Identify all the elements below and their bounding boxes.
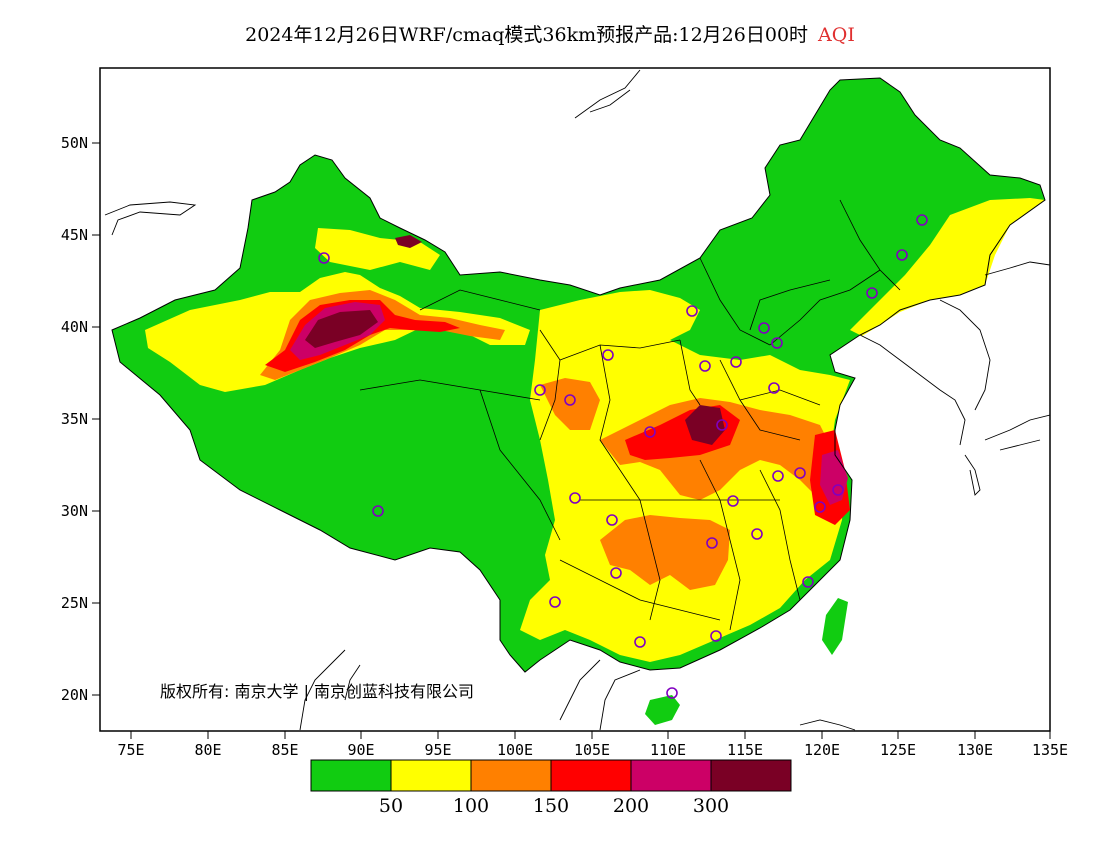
taiwan-island (822, 598, 848, 655)
station-marker (814, 501, 826, 513)
x-tick-label: 135E (1032, 741, 1068, 759)
hainan-island (645, 695, 680, 725)
y-tick-label: 30N (61, 502, 88, 520)
orange-zone-shaanxi (540, 378, 600, 430)
y-axis: 50N 45N 40N 35N 30N 25N 20N (61, 134, 100, 704)
colorbar-label: 200 (613, 795, 649, 817)
x-tick-label: 75E (117, 741, 144, 759)
copyright-text: 版权所有: 南京大学 | 南京创蓝科技有限公司 (160, 682, 474, 701)
station-marker (549, 596, 561, 608)
maroon-zone-tarim (305, 310, 378, 348)
orange-zone-central (600, 398, 840, 500)
y-tick-label: 45N (61, 226, 88, 244)
station-marker (916, 214, 928, 226)
colorbar-swatch (471, 760, 551, 791)
map-frame (99, 67, 1051, 732)
station-marker (751, 528, 763, 540)
map-layer: 版权所有: 南京大学 | 南京创蓝科技有限公司 (104, 69, 1050, 731)
station-marker (569, 492, 581, 504)
station-marker (534, 384, 546, 396)
orange-zone-hunan (600, 515, 730, 590)
station-marker (727, 495, 739, 507)
x-tick-label: 115E (727, 741, 763, 759)
map-title: 2024年12月26日WRF/cmaq模式36km预报产品:12月26日00时 A… (0, 20, 1100, 47)
station-marker (768, 382, 780, 394)
colorbar-swatch (311, 760, 391, 791)
station-marker (644, 426, 656, 438)
station-marker (564, 394, 576, 406)
station-marker (602, 349, 614, 361)
x-tick-label: 130E (957, 741, 993, 759)
station-marker (666, 687, 678, 699)
station-marker (896, 249, 908, 261)
x-tick-label: 110E (650, 741, 686, 759)
station-markers (318, 214, 928, 699)
x-tick-label: 80E (194, 741, 221, 759)
colorbar-swatch (391, 760, 471, 791)
china-border (111, 77, 1046, 673)
x-tick-label: 90E (347, 741, 374, 759)
y-tick-label: 50N (61, 134, 88, 152)
colorbar-swatch (711, 760, 791, 791)
station-marker (794, 467, 806, 479)
colorbar-label: 300 (693, 795, 729, 817)
station-marker (802, 576, 814, 588)
station-marker (758, 322, 770, 334)
title-text: 2024年12月26日WRF/cmaq模式36km预报产品:12月26日00时 (245, 24, 809, 46)
title-variable: AQI (818, 24, 855, 46)
station-marker (832, 484, 844, 496)
colorbar-label: 50 (379, 795, 403, 817)
station-marker (372, 505, 384, 517)
neighbor-coastlines (104, 69, 1050, 731)
y-tick-label: 20N (61, 686, 88, 704)
station-marker (706, 537, 718, 549)
station-marker (634, 636, 646, 648)
colorbar-swatch (551, 760, 631, 791)
x-tick-label: 95E (424, 741, 451, 759)
station-marker (866, 287, 878, 299)
station-marker (716, 419, 728, 431)
x-tick-label: 85E (271, 741, 298, 759)
x-tick-label: 125E (880, 741, 916, 759)
yellow-zone-northeast (850, 198, 1045, 336)
province-boundaries (359, 199, 901, 631)
maroon-zone-north (395, 235, 422, 248)
x-axis: 75E 80E 85E 90E 95E 100E 105E 110E 115E … (117, 731, 1068, 759)
station-marker (610, 567, 622, 579)
x-tick-label: 100E (497, 741, 533, 759)
station-marker (772, 470, 784, 482)
station-marker (686, 305, 698, 317)
station-marker (606, 514, 618, 526)
y-tick-label: 25N (61, 594, 88, 612)
station-marker (771, 337, 783, 349)
aqi-colorbar: 50 100 150 200 300 (310, 759, 792, 817)
y-tick-label: 40N (61, 318, 88, 336)
station-marker (318, 252, 330, 264)
colorbar-label: 150 (533, 795, 569, 817)
colorbar-swatch (631, 760, 711, 791)
x-tick-label: 105E (574, 741, 610, 759)
colorbar-label: 100 (453, 795, 489, 817)
maroon-zone-henan (685, 405, 725, 445)
y-tick-label: 35N (61, 410, 88, 428)
station-marker (699, 360, 711, 372)
yellow-zone-north-xinjiang (315, 228, 440, 270)
x-tick-label: 120E (804, 741, 840, 759)
station-marker (730, 356, 742, 368)
station-marker (710, 630, 722, 642)
